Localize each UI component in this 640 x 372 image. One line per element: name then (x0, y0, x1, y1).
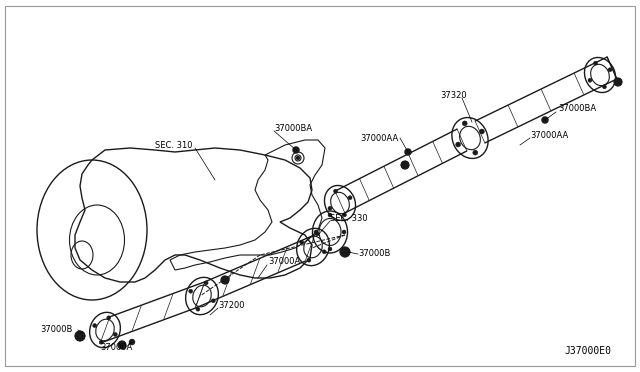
Ellipse shape (479, 129, 484, 134)
Text: 37000BA: 37000BA (274, 124, 312, 132)
Text: 37000B: 37000B (40, 326, 72, 334)
Text: J37000E0: J37000E0 (564, 346, 611, 356)
Ellipse shape (107, 316, 111, 320)
Ellipse shape (204, 281, 208, 285)
Ellipse shape (608, 68, 612, 72)
Ellipse shape (593, 61, 598, 65)
Ellipse shape (196, 307, 200, 311)
Text: 37000AA: 37000AA (360, 134, 398, 142)
Ellipse shape (342, 213, 346, 217)
Ellipse shape (307, 258, 311, 262)
Ellipse shape (118, 341, 126, 349)
Ellipse shape (348, 196, 352, 200)
Ellipse shape (614, 78, 622, 86)
Ellipse shape (328, 206, 332, 210)
Ellipse shape (473, 150, 478, 155)
Ellipse shape (333, 189, 337, 193)
Ellipse shape (113, 333, 117, 336)
Ellipse shape (602, 85, 607, 89)
Ellipse shape (588, 78, 592, 82)
Text: 37320: 37320 (440, 90, 467, 99)
Ellipse shape (292, 147, 300, 154)
Ellipse shape (323, 250, 326, 254)
Ellipse shape (328, 247, 332, 251)
Text: 37000A: 37000A (268, 257, 300, 266)
Ellipse shape (129, 339, 135, 345)
Text: SEC. 330: SEC. 330 (330, 214, 367, 222)
Ellipse shape (296, 156, 300, 160)
Text: 37000A: 37000A (100, 343, 132, 353)
Ellipse shape (328, 213, 332, 217)
Ellipse shape (314, 230, 318, 234)
Text: 37000AA: 37000AA (530, 131, 568, 140)
Ellipse shape (541, 116, 548, 124)
Ellipse shape (221, 276, 229, 284)
Ellipse shape (99, 340, 103, 344)
Text: 37200: 37200 (218, 301, 244, 310)
Ellipse shape (401, 161, 409, 169)
Ellipse shape (189, 289, 193, 293)
Text: 37000B: 37000B (358, 250, 390, 259)
Ellipse shape (315, 232, 319, 236)
Ellipse shape (462, 121, 467, 126)
Ellipse shape (300, 240, 304, 244)
Ellipse shape (340, 247, 350, 257)
Ellipse shape (211, 299, 215, 303)
Ellipse shape (456, 142, 461, 147)
Ellipse shape (404, 148, 412, 155)
Text: SEC. 310: SEC. 310 (155, 141, 193, 150)
Ellipse shape (342, 230, 346, 234)
Text: 37000BA: 37000BA (558, 103, 596, 112)
Ellipse shape (75, 331, 85, 341)
Ellipse shape (93, 324, 97, 328)
